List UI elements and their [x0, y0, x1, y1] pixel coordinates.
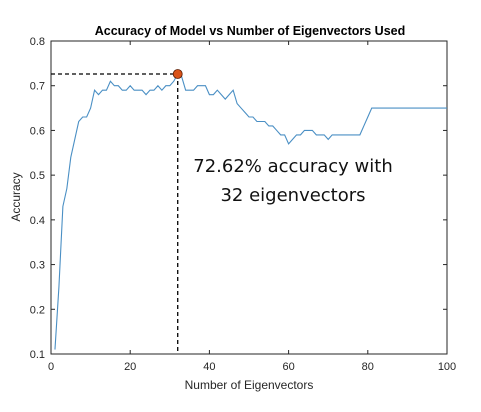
y-axis-ticks — [51, 40, 447, 355]
x-tick-label: 0 — [48, 361, 54, 373]
x-axis-ticks — [50, 41, 448, 354]
x-tick-label: 100 — [438, 361, 456, 373]
y-axis-tick-labels: 0.1 0.2 0.3 0.4 0.5 0.6 0.7 0.8 — [30, 36, 45, 361]
x-tick-label: 20 — [124, 361, 136, 373]
annotation-text-line-2: 32 eigenvectors — [220, 185, 365, 206]
y-tick-label: 0.7 — [30, 81, 45, 93]
chart-title: Accuracy of Model vs Number of Eigenvect… — [95, 24, 406, 38]
y-tick-label: 0.2 — [30, 304, 45, 316]
x-tick-label: 40 — [203, 361, 215, 373]
x-axis-title: Number of Eigenvectors — [185, 378, 314, 392]
y-tick-label: 0.4 — [30, 215, 45, 227]
y-tick-label: 0.5 — [30, 170, 45, 182]
x-axis-tick-labels: 0 20 40 60 80 100 — [48, 361, 456, 373]
accuracy-series-line — [54, 73, 447, 350]
annotation-text-line-1: 72.62% accuracy with — [193, 156, 392, 177]
y-tick-label: 0.1 — [30, 349, 45, 361]
y-tick-label: 0.3 — [30, 260, 45, 272]
x-tick-label: 80 — [362, 361, 374, 373]
y-axis-title: Accuracy — [9, 172, 23, 221]
x-tick-label: 60 — [282, 361, 294, 373]
y-tick-label: 0.8 — [30, 36, 45, 48]
max-accuracy-marker — [172, 69, 183, 79]
y-tick-label: 0.6 — [30, 125, 45, 137]
plot-area-frame — [50, 40, 448, 355]
